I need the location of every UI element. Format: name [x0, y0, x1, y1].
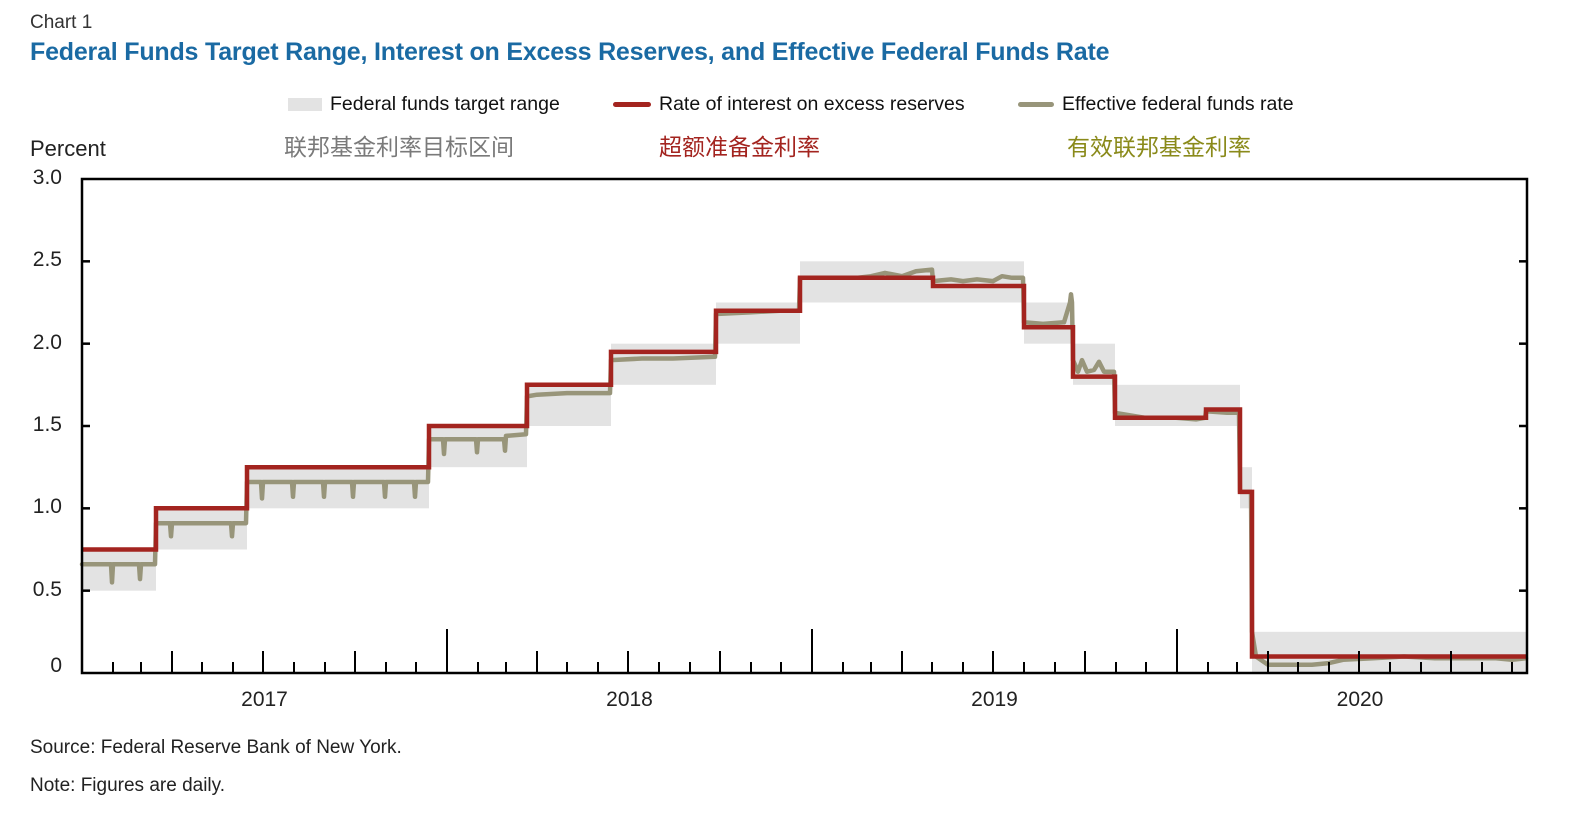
legend-item-effr: Effective federal funds rate: [1018, 93, 1294, 116]
figure-note: Note: Figures are daily.: [30, 775, 226, 796]
effr-swatch: [1018, 102, 1054, 108]
y-tick-label: 2.0: [32, 330, 62, 354]
y-tick-label: 2.5: [32, 248, 62, 272]
legend-cn-target-range: 联邦基金利率目标区间: [284, 134, 514, 160]
axes: [80, 177, 1529, 675]
chart-label: Chart 1: [30, 12, 93, 33]
y-tick-label: 1.0: [32, 495, 62, 519]
ioer-line: [82, 275, 1526, 659]
target-range-swatch: [288, 98, 322, 112]
x-year-label: 2019: [971, 688, 1018, 711]
y-tick-label: 0.5: [32, 577, 62, 601]
x-year-label: 2018: [606, 688, 653, 711]
y-tick-label: 1.5: [32, 413, 62, 436]
legend-label-effr: Effective federal funds rate: [1062, 93, 1294, 115]
chart-title: Federal Funds Target Range, Interest on …: [30, 38, 1110, 66]
ioer-swatch: [613, 102, 651, 108]
x-year-label: 2020: [1336, 688, 1384, 711]
x-year-label: 2017: [241, 688, 288, 711]
y-tick-label: 3.0: [32, 166, 62, 189]
target-range-box: [247, 467, 429, 509]
plot-frame: [80, 177, 1529, 675]
legend-cn-effr: 有效联邦基金利率: [1067, 134, 1251, 160]
legend-item-target-range: Federal funds target range: [288, 93, 560, 116]
ioer-series: [82, 275, 1526, 659]
legend-label-ioer: Rate of interest on excess reserves: [659, 93, 965, 115]
legend-cn-ioer: 超额准备金利率: [659, 134, 820, 160]
target-range-box: [82, 549, 156, 591]
source-note: Source: Federal Reserve Bank of New York…: [30, 737, 402, 758]
legend-item-ioer: Rate of interest on excess reserves: [613, 93, 965, 116]
y-axis-title: Percent: [30, 136, 106, 161]
y-tick-label: 0: [50, 654, 62, 677]
legend-label-target-range: Federal funds target range: [330, 93, 560, 115]
